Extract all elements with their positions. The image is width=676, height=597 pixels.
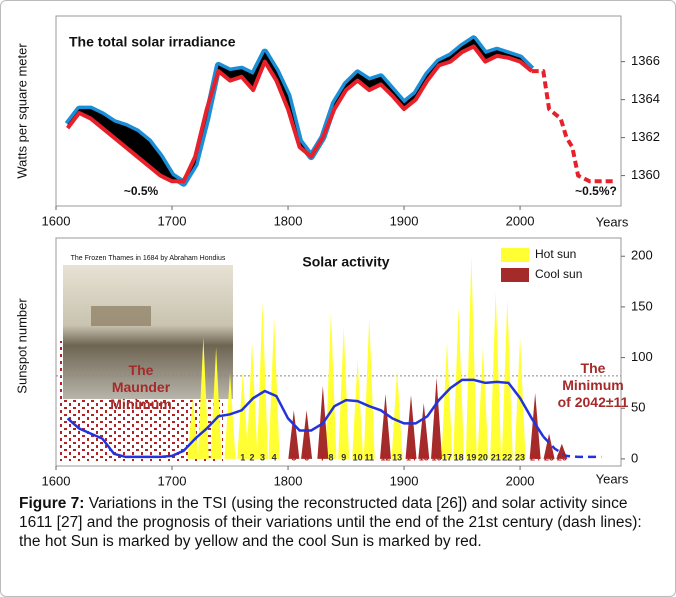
- x-tick-label: 1800: [274, 473, 303, 488]
- cycle-peak: [325, 311, 337, 459]
- cycle-number: 20: [478, 452, 488, 462]
- x-tick-label: 1600: [42, 213, 71, 228]
- chart-title: Solar activity: [302, 254, 389, 270]
- y-axis-label: Watts per square meter: [14, 43, 29, 179]
- cycle-number: 16: [432, 452, 442, 462]
- cycle-number: 5: [291, 452, 296, 462]
- cycle-number: 21: [491, 452, 501, 462]
- cycle-number: 14: [406, 452, 416, 462]
- cycle-number: 7: [320, 452, 325, 462]
- legend-label: Cool sun: [535, 267, 582, 281]
- cycle-number: 9: [341, 452, 346, 462]
- y-tick-label: 1360: [631, 167, 660, 182]
- difference-fill: [67, 38, 532, 184]
- y-tick-label: 0: [631, 450, 638, 465]
- annotation: ~0.5%?: [575, 184, 617, 198]
- tsi-line: [531, 69, 613, 184]
- cycle-number: 12: [380, 452, 390, 462]
- activity-line: [542, 435, 602, 459]
- x-tick-label: 1900: [390, 213, 419, 228]
- inset-painting-detail: [91, 306, 151, 326]
- cycle-peak: [224, 372, 236, 459]
- cycle-peak: [490, 291, 502, 459]
- cycle-number: 10: [353, 452, 363, 462]
- x-tick-label: 1900: [390, 473, 419, 488]
- cycle-peak: [210, 347, 222, 459]
- x-axis-label: Years: [596, 471, 629, 486]
- x-tick-label: 2000: [506, 473, 535, 488]
- x-tick-label: 2000: [506, 213, 535, 228]
- tsi-line: [66, 44, 533, 184]
- cycle-peak: [352, 359, 364, 459]
- cycle-peak: [268, 317, 280, 459]
- cycle-number: 6: [304, 452, 309, 462]
- y-axis-label: Sunspot number: [14, 298, 29, 394]
- y-tick-label: 150: [631, 298, 653, 313]
- cycle-number: 25: [544, 452, 554, 462]
- cycle-peak: [431, 377, 443, 459]
- cycle-peak: [288, 410, 300, 459]
- cycle-number: 26: [557, 452, 567, 462]
- annotation: ~0.5%: [124, 184, 159, 198]
- y-tick-label: 50: [631, 400, 645, 415]
- y-tick-label: 1362: [631, 129, 660, 144]
- cycle-number: 13: [392, 452, 402, 462]
- cycle-peak: [477, 347, 489, 459]
- legend-swatch: [501, 248, 529, 262]
- cycle-number: 18: [454, 452, 464, 462]
- cycle-peak: [237, 371, 249, 459]
- y-tick-label: 100: [631, 349, 653, 364]
- cycle-number: 2: [250, 452, 255, 462]
- caption-label: Figure 7:: [19, 495, 85, 512]
- activity-line: [66, 378, 545, 459]
- x-tick-label: 1600: [42, 473, 71, 488]
- plot-frame: [55, 237, 622, 467]
- caption-text: Variations in the TSI (using the reconst…: [19, 495, 642, 550]
- cycle-peak: [543, 433, 555, 459]
- cycle-number: 24: [530, 452, 540, 462]
- cycle-peak: [465, 256, 477, 459]
- cycle-number: 23: [515, 452, 525, 462]
- x-tick-label: 1800: [274, 213, 303, 228]
- plot-frame: [55, 15, 622, 207]
- cycle-peak: [363, 317, 375, 459]
- x-tick-label: 1700: [158, 213, 187, 228]
- cycle-peak: [405, 395, 417, 459]
- cycle-peak: [338, 327, 350, 459]
- cycle-number: 8: [328, 452, 333, 462]
- y-tick-label: 200: [631, 248, 653, 263]
- y-tick-label: 1366: [631, 53, 660, 68]
- cycle-peak: [418, 403, 430, 459]
- cycle-peak: [257, 301, 269, 459]
- cycle-number: 1: [240, 452, 245, 462]
- cycle-number: 4: [272, 452, 277, 462]
- caption: Figure 7: Variations in the TSI (using t…: [19, 494, 659, 551]
- annotation: The Minimum of 2042±11: [558, 360, 629, 410]
- cycle-peak: [391, 369, 403, 459]
- cycle-number: 17: [442, 452, 452, 462]
- cycle-number: 11: [364, 452, 374, 462]
- legend-swatch: [501, 268, 529, 282]
- cycle-peak: [441, 342, 453, 459]
- cycle-number: 3: [260, 452, 265, 462]
- cycle-peak: [301, 410, 313, 459]
- cycle-number: 15: [419, 452, 429, 462]
- tsi-line: [64, 35, 535, 187]
- x-axis-label: Years: [596, 214, 629, 229]
- inset-title: The Frozen Thames in 1684 by Abraham Hon…: [71, 255, 226, 262]
- legend-label: Hot sun: [535, 247, 576, 261]
- cycle-number: 22: [502, 452, 512, 462]
- cycle-number: 19: [466, 452, 476, 462]
- y-tick-label: 1364: [631, 91, 660, 106]
- chart-title: The total solar irradiance: [69, 34, 236, 50]
- x-tick-label: 1700: [158, 473, 187, 488]
- charts: The Frozen Thames in 1684 by Abraham Hon…: [14, 15, 660, 488]
- cycle-peak: [501, 298, 513, 459]
- annotation: The Maunder Minimum: [110, 362, 171, 412]
- cycle-peak: [379, 394, 391, 459]
